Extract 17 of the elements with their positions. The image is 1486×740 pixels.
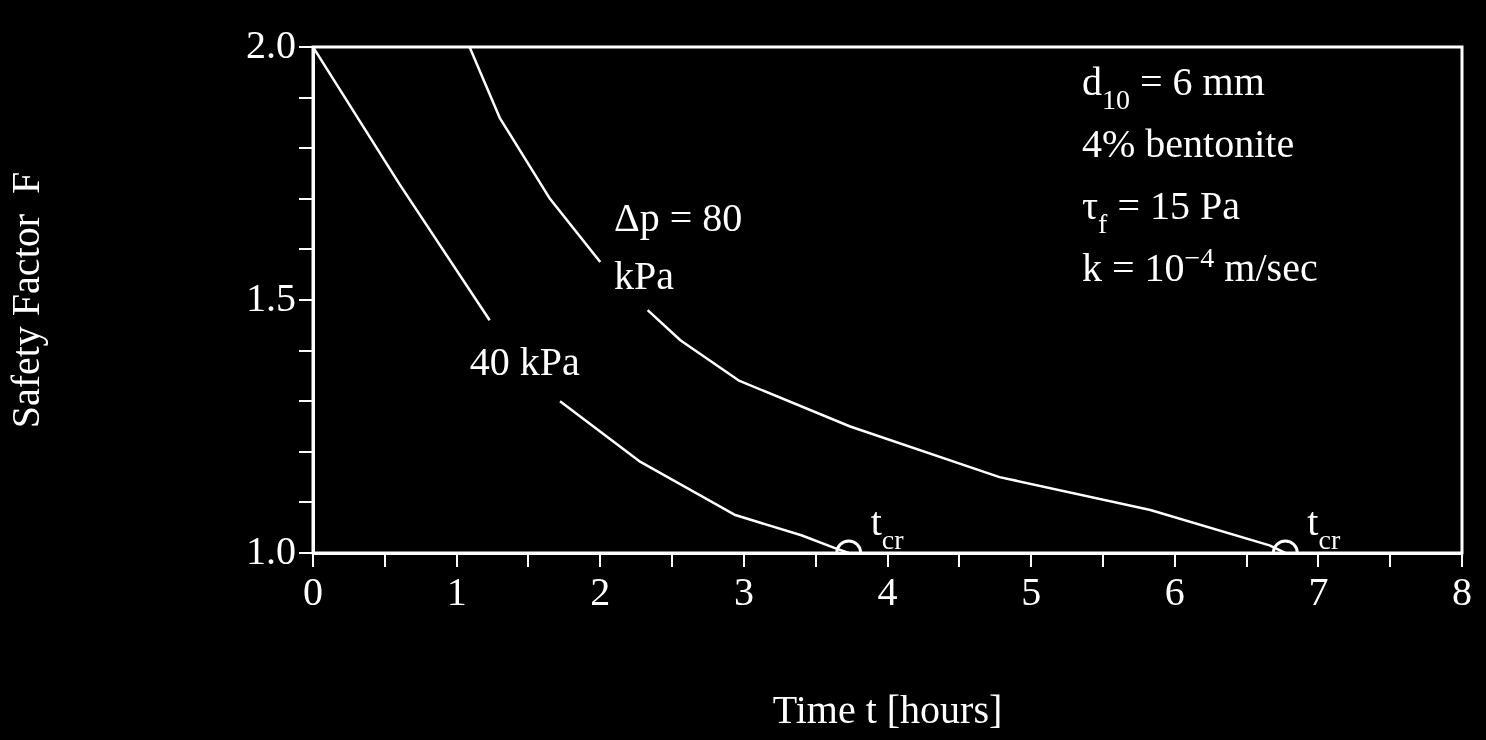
y-tick-label: 1.5	[246, 274, 296, 320]
x-tick-label: 2	[590, 568, 611, 614]
y-tick-label: 1.0	[246, 527, 296, 573]
x-tick-label: 4	[877, 568, 898, 614]
series-label: Δp = 80 kPa	[613, 195, 743, 299]
annotation: 4% bentonite	[1082, 121, 1295, 166]
y-tick-label: 2.0	[246, 21, 296, 67]
x-axis-title: Time t [hours]	[772, 686, 1003, 732]
x-tick-label: 1	[446, 568, 467, 614]
x-tick-label: 3	[733, 568, 754, 614]
x-tick-label: 7	[1308, 568, 1329, 614]
y-axis-title: Safety Factor F	[2, 171, 48, 429]
x-tick-label: 8	[1452, 568, 1472, 614]
x-tick-label: 0	[303, 568, 323, 614]
x-tick-label: 5	[1021, 568, 1042, 614]
x-tick-label: 6	[1164, 568, 1185, 614]
series-label: 40 kPa	[469, 338, 581, 384]
